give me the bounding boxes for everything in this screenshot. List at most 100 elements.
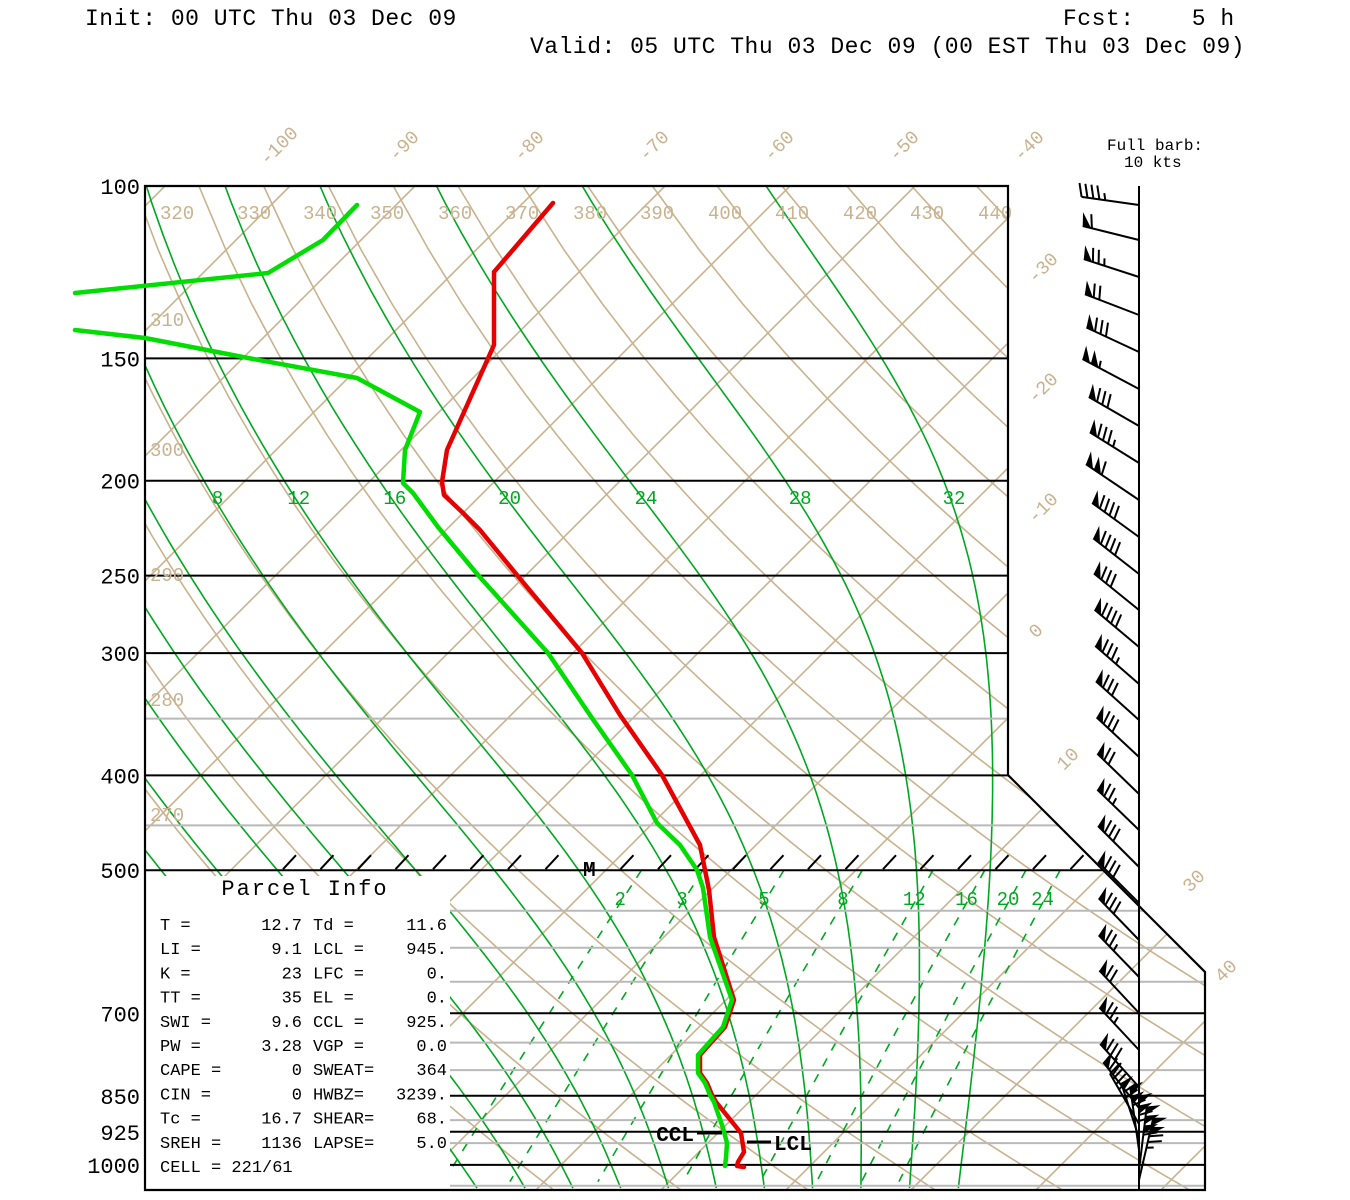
barb-pennant (1131, 1091, 1145, 1105)
temp-label-top: -40 (1010, 127, 1050, 167)
pressure-tick-label: 850 (100, 1086, 140, 1111)
barb-pennant (1130, 1081, 1144, 1096)
barb-full (1105, 606, 1114, 621)
barb-pennant (1095, 669, 1103, 687)
wind-barb (1095, 669, 1140, 721)
parcel-row-value-2: 0. (427, 965, 447, 984)
parcel-row-label-2: HWBZ= (313, 1086, 364, 1105)
mixing-ratio-label: 12 (903, 889, 926, 911)
wind-barb (1094, 633, 1140, 685)
barb-staff (1097, 934, 1140, 978)
wind-barb (1078, 182, 1140, 206)
barb-half (1115, 656, 1121, 665)
wind-barb (1096, 741, 1140, 795)
barb-full (1109, 969, 1119, 983)
parcel-row-value-2: 3239. (396, 1086, 447, 1105)
pressure-tick-label: 250 (100, 566, 140, 591)
parcel-row-value-1: 16.7 (261, 1111, 302, 1130)
theta-label-top: 400 (708, 203, 742, 225)
ccl-label: CCL (656, 1125, 694, 1148)
barb-full (1112, 864, 1121, 878)
hatch-tick (919, 854, 935, 870)
wind-barb (1129, 1081, 1146, 1151)
barb-full (1105, 1038, 1115, 1052)
theta-label-top: 380 (573, 203, 607, 225)
wind-barb (1088, 383, 1140, 427)
barb-pennant (1086, 313, 1095, 332)
wind-barb (1085, 313, 1140, 353)
theta-label-left: 310 (150, 310, 184, 332)
temp-label-right: 30 (1179, 866, 1211, 898)
theta-label-top: 420 (843, 203, 877, 225)
theta-label-left: 300 (150, 440, 184, 462)
hatch-tick (882, 854, 897, 870)
barb-staff (1082, 225, 1140, 241)
barb-pennant (1097, 850, 1106, 868)
wind-barb (1097, 814, 1140, 868)
parcel-row-value-1: 9.1 (271, 941, 302, 960)
mixing-ratio-line (898, 869, 1061, 1182)
barb-full (1100, 602, 1109, 617)
hatch-tick (769, 854, 785, 870)
barb-full (1102, 426, 1108, 441)
barb-pennant (1098, 923, 1107, 942)
barb-full (1104, 322, 1109, 337)
hatch-tick (507, 854, 522, 870)
barb-staff (1096, 752, 1140, 795)
pressure-tick-label: 1000 (87, 1155, 140, 1180)
barb-full (1103, 747, 1112, 761)
theta-label-top: 360 (438, 203, 472, 225)
parcel-row-label-2: LAPSE= (313, 1135, 374, 1154)
moist-adiabat-line (426, 186, 862, 1189)
barb-staff (1097, 825, 1140, 868)
isotherm-line (785, 186, 1205, 1190)
mixing-ratio-label: 8 (837, 889, 848, 911)
isotherm-line (145, 186, 916, 1190)
moist-adiabat-line (145, 186, 670, 1189)
temp-label-top: -80 (510, 127, 550, 167)
hatch-tick (657, 854, 672, 870)
wind-barb (1083, 245, 1140, 278)
parcel-row-value-1: 23 (282, 965, 302, 984)
barb-pennant (1084, 280, 1093, 298)
barb-full (1106, 393, 1112, 409)
dry-adiabat-line (911, 186, 1205, 1190)
hatch-tick (319, 854, 335, 870)
pressure-tick-label: 200 (100, 471, 140, 496)
theta-label-left: 290 (150, 565, 184, 587)
wind-barb (1098, 959, 1140, 1014)
parcel-row-label-1: CAPE = (160, 1062, 221, 1081)
temperature-trace (439, 200, 747, 1170)
parcel-row-label-2: EL = (313, 990, 354, 1009)
barb-full (1103, 783, 1112, 797)
pressure-tick-label: 925 (100, 1122, 140, 1147)
barb-staff (1091, 502, 1140, 538)
barb-full (1107, 714, 1116, 729)
barb-staff (1093, 572, 1140, 611)
barb-full (1101, 638, 1110, 653)
temp-label-right: -30 (1024, 249, 1064, 289)
isotherm-line (145, 186, 541, 1190)
barb-full (1108, 860, 1117, 874)
barb-full (1106, 678, 1115, 693)
barb-full (1098, 285, 1102, 300)
moist-adiabat-label: 24 (635, 488, 658, 510)
lcl-label: LCL (774, 1134, 812, 1157)
barb-pennant (1100, 1032, 1109, 1051)
barb-full (1114, 614, 1123, 628)
barb-staff (1083, 258, 1140, 278)
wind-barb (1138, 1117, 1168, 1181)
max-wind-marker: M (583, 860, 596, 883)
barb-full (1112, 901, 1122, 915)
moist-adiabat-line (311, 186, 814, 1189)
wind-barb (1091, 490, 1140, 538)
barb-pennant (1139, 1093, 1153, 1105)
wind-barbs (1078, 182, 1168, 1181)
barb-staff (1097, 897, 1140, 941)
theta-label-top: 410 (775, 203, 809, 225)
wind-barb (1093, 561, 1140, 611)
barb-pennant (1149, 1126, 1166, 1136)
barb-half (1098, 360, 1102, 369)
